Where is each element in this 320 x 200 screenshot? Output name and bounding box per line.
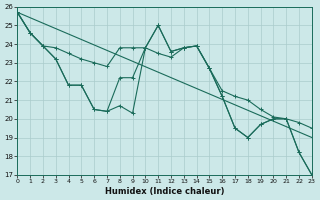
X-axis label: Humidex (Indice chaleur): Humidex (Indice chaleur) [105, 187, 224, 196]
